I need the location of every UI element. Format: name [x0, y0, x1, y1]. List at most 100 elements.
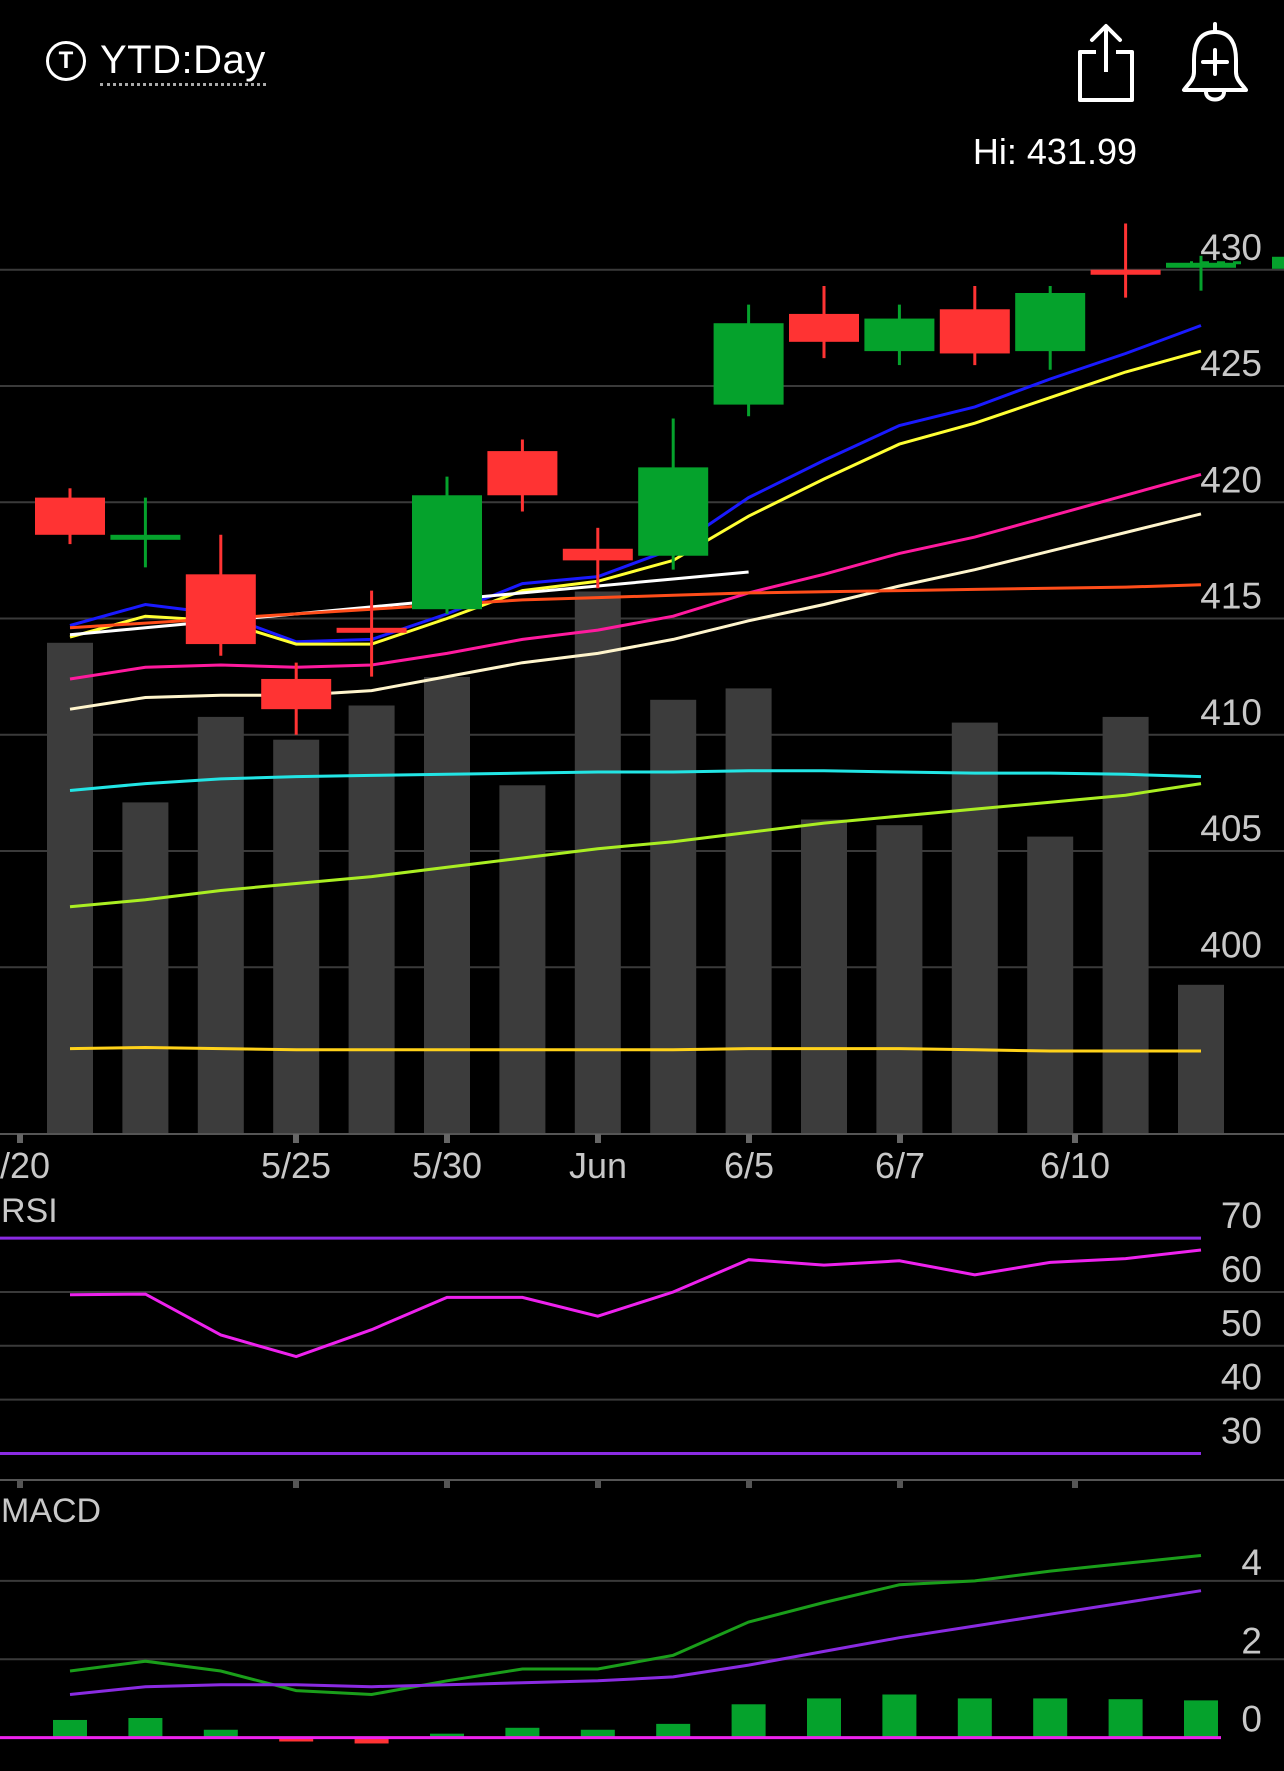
candle-body: [1015, 293, 1086, 352]
period-label: YTD:Day: [100, 37, 266, 86]
macd-histogram-bar: [1033, 1698, 1068, 1738]
add-alert-button[interactable]: [1180, 20, 1250, 104]
rsi-panel: 30 40 50 60 70: [0, 1195, 1284, 1455]
price-candle: [562, 527, 633, 589]
date-tick-mark: [746, 1134, 752, 1143]
macd-histogram-bar: [656, 1723, 691, 1738]
date-tick-mark: [1072, 1134, 1078, 1143]
price-candles: [35, 223, 1284, 735]
rsi-tick-label: 30: [1221, 1410, 1262, 1451]
volume-bar: [197, 716, 244, 1133]
volume-bar: [725, 688, 772, 1133]
macd-histogram-bar: [430, 1733, 464, 1738]
share-icon: [1078, 24, 1134, 102]
last-price-marker: [1272, 256, 1284, 269]
macd-signal-line: [69, 1589, 1202, 1696]
macd-histogram-bar: [882, 1694, 917, 1738]
rsi-tick-label: 50: [1221, 1303, 1262, 1344]
rsi-line: [69, 1248, 1202, 1359]
candle-body: [261, 678, 332, 710]
price-candle: [261, 662, 332, 735]
period-selector-button[interactable]: T YTD:Day: [46, 36, 266, 86]
price-candle: [713, 304, 784, 417]
rsi-date-tick-mark: [444, 1480, 450, 1488]
price-candle: [185, 534, 256, 656]
moving-average-line: [69, 324, 1202, 644]
date-axis-labels: /20 5/25 5/30 Jun 6/5 6/7 6/10: [0, 1134, 1110, 1186]
volume-bar: [876, 825, 923, 1133]
rsi-date-tick-mark: [746, 1480, 752, 1488]
volume-bar: [499, 785, 546, 1133]
price-candle: [864, 304, 935, 366]
macd-histogram-bar: [505, 1727, 540, 1738]
rsi-date-tick-mark: [595, 1480, 601, 1488]
moving-average-lines: [69, 324, 1202, 1053]
volume-bar: [801, 819, 847, 1133]
period-type-letter: T: [58, 47, 74, 74]
chart-header: T YTD:Day: [0, 0, 1284, 120]
macd-histogram-bar: [807, 1698, 841, 1738]
volume-bar: [951, 722, 998, 1133]
candle-body: [1166, 262, 1236, 268]
high-price-label: Hi: 431.99: [973, 131, 1137, 172]
moving-average-line: [69, 1045, 1201, 1053]
macd-histogram-bar: [354, 1737, 389, 1744]
price-tick-label: 420: [1200, 459, 1262, 500]
moving-average-line: [69, 570, 749, 637]
volume-bar: [1178, 984, 1224, 1133]
volume-bar: [424, 677, 470, 1133]
macd-tick-label: 2: [1241, 1620, 1262, 1661]
date-tick-label: /20: [0, 1145, 50, 1186]
rsi-date-tick-mark: [1072, 1480, 1078, 1488]
rsi-tick-label: 60: [1221, 1249, 1262, 1290]
price-tick-label: 425: [1200, 343, 1262, 384]
price-tick-label: 430: [1200, 227, 1262, 268]
date-tick-mark: [17, 1134, 23, 1143]
price-tick-label: 410: [1200, 692, 1262, 733]
candle-body: [412, 495, 482, 610]
moving-average-line: [69, 512, 1202, 711]
date-tick-mark: [595, 1134, 601, 1143]
candle-body: [562, 548, 633, 561]
macd-histogram-bar: [279, 1737, 314, 1742]
macd-histogram-bar: [1108, 1699, 1143, 1738]
price-candle: [487, 439, 558, 512]
candle-body: [487, 451, 558, 496]
volume-bars: [47, 591, 1224, 1133]
volume-bar: [574, 591, 621, 1133]
macd-line: [69, 1554, 1202, 1697]
price-candle: [412, 476, 482, 614]
candle-body: [336, 627, 407, 633]
candle-body: [638, 467, 709, 556]
macd-histogram-bar: [1184, 1700, 1218, 1738]
price-candle: [1015, 286, 1086, 370]
price-axis-labels: 400 405 410 415 420 425 430: [1200, 227, 1262, 966]
date-tick-mark: [897, 1134, 903, 1143]
rsi-panel-title: RSI: [1, 1192, 58, 1230]
price-candle: [110, 497, 181, 568]
rsi-date-tick-mark: [897, 1480, 903, 1488]
date-tick-mark: [444, 1134, 450, 1143]
rsi-panel-date-ticks: [17, 1480, 1078, 1488]
date-tick-label: 6/7: [875, 1145, 925, 1186]
volume-bar: [1102, 716, 1149, 1133]
candle-body: [713, 323, 784, 405]
price-candle: [336, 590, 407, 677]
candle-body: [35, 497, 105, 535]
date-tick-label: 6/10: [1040, 1145, 1110, 1186]
candle-body: [864, 318, 935, 352]
price-tick-label: 405: [1200, 808, 1262, 849]
volume-bar: [1027, 836, 1074, 1133]
date-tick-label: 6/5: [724, 1145, 774, 1186]
price-candle: [939, 286, 1010, 366]
moving-average-line: [69, 349, 1202, 646]
period-type-icon: T: [46, 41, 86, 81]
rsi-date-tick-mark: [17, 1480, 23, 1488]
bell-plus-icon: [1182, 22, 1248, 102]
price-tick-label: 415: [1200, 576, 1262, 617]
macd-histogram-bar: [731, 1704, 766, 1738]
candle-body: [939, 309, 1010, 354]
rsi-tick-label: 40: [1221, 1357, 1262, 1398]
share-button[interactable]: [1076, 20, 1136, 102]
